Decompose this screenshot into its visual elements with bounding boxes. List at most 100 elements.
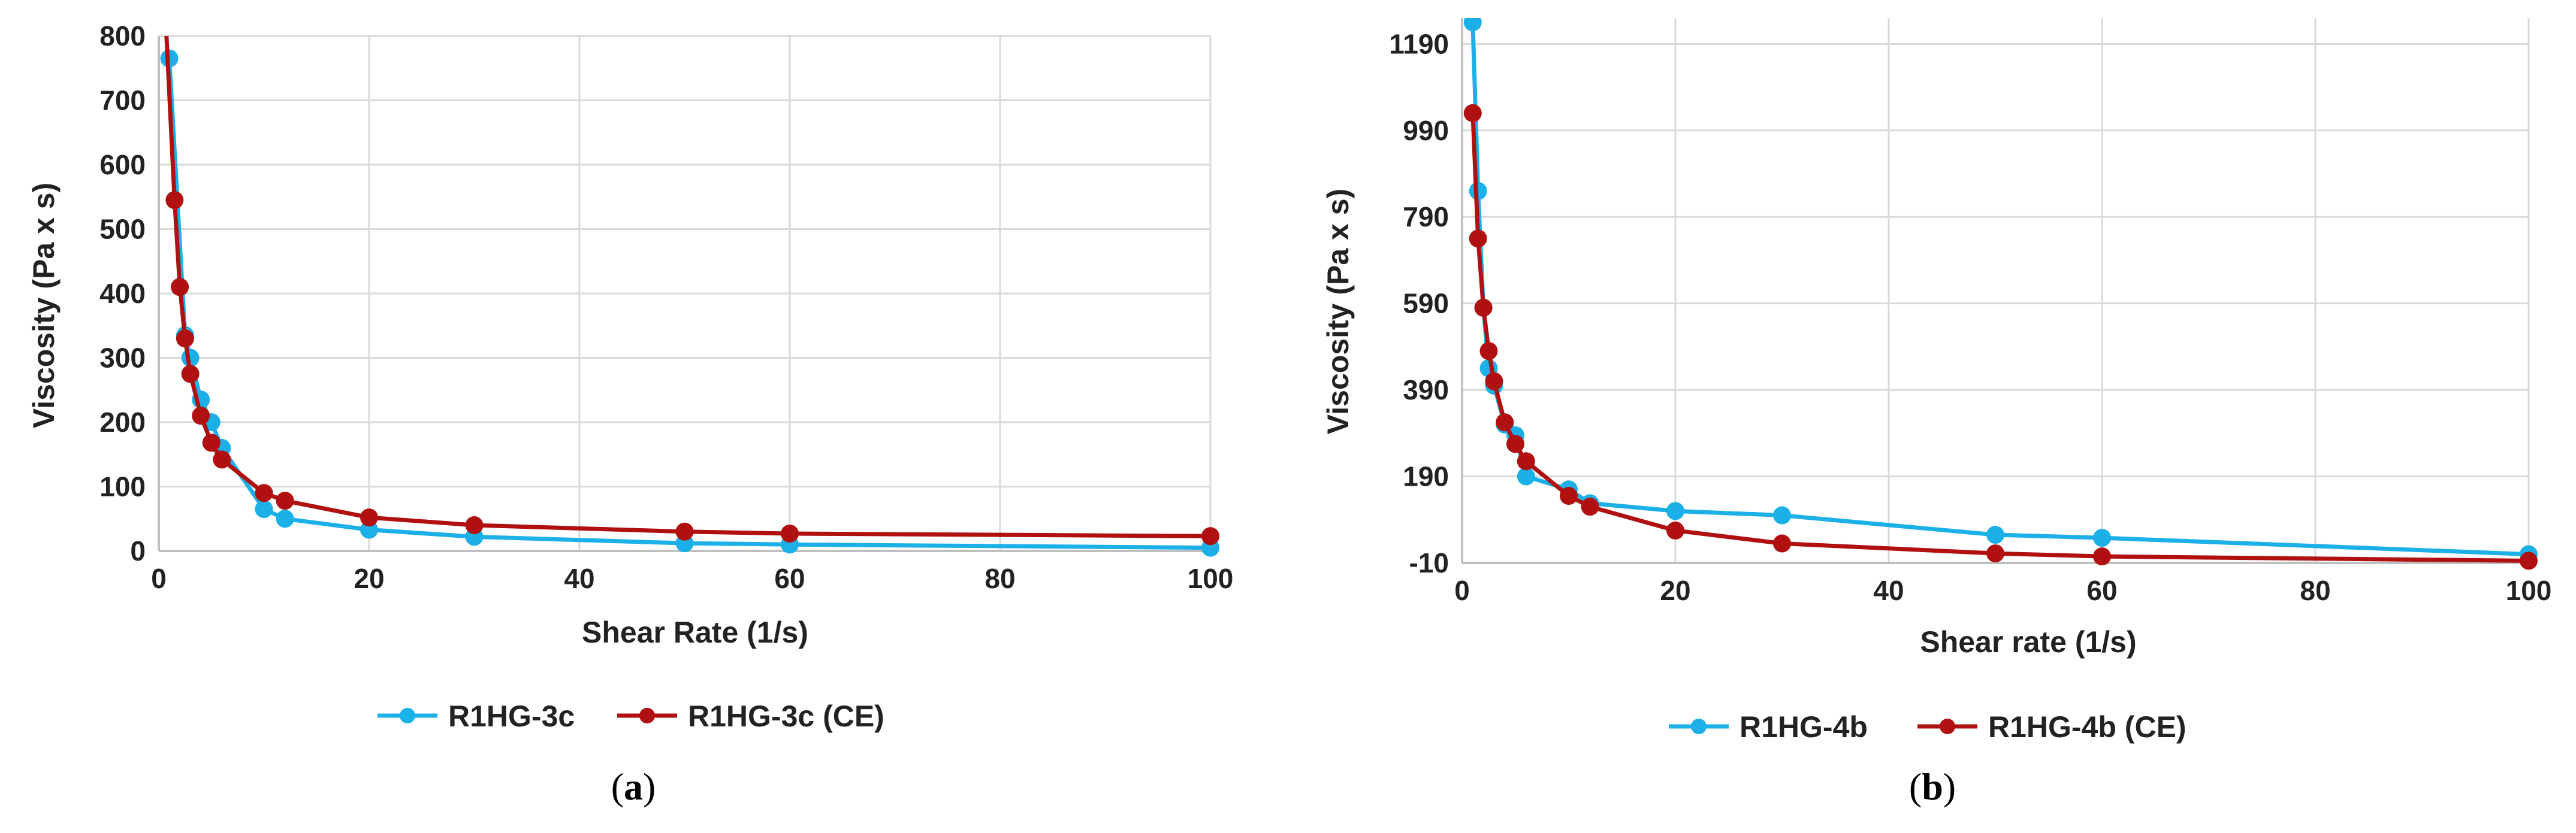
chart-b-series-1-point-4 — [1485, 372, 1503, 390]
chart-b-legend-marker-0 — [1691, 719, 1707, 734]
chart-a-x-tick-5: 100 — [1188, 563, 1234, 594]
chart-b-series-1-point-14 — [2520, 552, 2538, 570]
chart-b: 0 20 40 60 80 100 -10 190 390 590 790 990 1190 Shea… — [1321, 18, 2551, 808]
chart-b-axes — [1461, 18, 2529, 564]
chart-a-legend-marker-0 — [400, 708, 415, 723]
chart-b-x-tick-3: 60 — [2086, 575, 2117, 606]
chart-b-legend-item-1: R1HG-4b (CE) — [1917, 710, 2187, 744]
chart-a-series-1-point-10 — [360, 508, 378, 527]
chart-b-legend: R1HG-4b R1HG-4b (CE) — [1669, 710, 2187, 744]
chart-a-y-tick-5: 500 — [99, 214, 146, 245]
chart-a-legend-item-0: R1HG-3c — [378, 699, 575, 733]
chart-a-xlabel: Shear Rate (1/s) — [582, 616, 808, 649]
chart-a-series-0-point-6 — [255, 500, 273, 519]
chart-a-series-0 — [160, 49, 1219, 557]
chart-a-x-tick-4: 80 — [985, 563, 1015, 594]
chart-b-series-0-point-7 — [1517, 467, 1535, 486]
chart-a-series-1-point-1 — [165, 191, 184, 210]
chart-a-series-1-point-13 — [781, 524, 799, 543]
chart-a: 0 20 40 60 80 100 0 100 200 300 400 500 600 700 800 S… — [27, 20, 1233, 808]
chart-a-legend-label-1: R1HG-3c (CE) — [688, 699, 884, 733]
chart-b-x-tick-0: 0 — [1454, 575, 1470, 606]
chart-a-series-1-point-8 — [255, 484, 273, 502]
chart-a-series-1-point-11 — [465, 516, 484, 534]
chart-b-series-1-point-5 — [1496, 413, 1514, 432]
chart-a-series-1 — [164, 36, 1219, 546]
chart-a-series-1-point-5 — [192, 407, 210, 425]
chart-a-grid — [159, 35, 1212, 551]
chart-b-series-0-point-13 — [2093, 529, 2111, 547]
chart-a-series-0-line — [167, 58, 1211, 550]
chart-b-panel-label: (b) — [1909, 765, 1956, 808]
chart-b-series-0-point-11 — [1773, 506, 1791, 525]
chart-b-y-tick-6: 1190 — [1389, 28, 1449, 59]
chart-b-series-1-point-12 — [1986, 544, 2004, 563]
chart-b-legend-label-1: R1HG-4b (CE) — [1988, 710, 2187, 744]
chart-a-series-0-point-7 — [276, 510, 294, 528]
chart-a-series-1-point-7 — [213, 450, 231, 469]
chart-b-legend-marker-1 — [1940, 719, 1955, 734]
chart-b-x-ticks: 0 20 40 60 80 100 — [1454, 575, 2551, 606]
chart-a-y-tick-7: 700 — [99, 85, 146, 116]
chart-a-legend-marker-1 — [639, 708, 655, 723]
chart-b-series-0 — [1463, 18, 2538, 564]
chart-a-y-tick-0: 0 — [130, 535, 146, 567]
chart-b-y-tick-5: 990 — [1403, 115, 1449, 146]
chart-b-x-tick-4: 80 — [2300, 575, 2330, 606]
chart-b-ylabel: Viscosity (Pa x s) — [1321, 189, 1355, 434]
chart-a-series-1-point-3 — [176, 329, 194, 348]
chart-a-legend-label-0: R1HG-3c — [448, 699, 575, 733]
chart-a-series — [160, 36, 1219, 557]
chart-b-series-1-point-3 — [1479, 342, 1498, 361]
chart-b-series-1-point-2 — [1474, 298, 1493, 317]
chart-a-series-1-point-9 — [276, 492, 294, 510]
chart-b-series-1-line — [1470, 113, 2529, 563]
chart-a-series-1-line — [164, 36, 1211, 538]
chart-b-series — [1463, 18, 2538, 570]
chart-a-legend-item-1: R1HG-3c (CE) — [617, 699, 884, 733]
chart-b-x-tick-5: 100 — [2506, 575, 2552, 606]
chart-b-series-1-point-13 — [2093, 547, 2111, 566]
chart-a-y-tick-1: 100 — [99, 471, 146, 502]
chart-b-x-tick-2: 40 — [1873, 575, 1904, 606]
chart-b-x-tick-1: 20 — [1660, 575, 1690, 606]
chart-b-series-1-point-8 — [1560, 487, 1578, 505]
chart-a-y-tick-4: 400 — [99, 278, 146, 309]
chart-b-series-0-point-0 — [1463, 18, 1482, 32]
chart-a-series-1-point-6 — [202, 434, 221, 452]
chart-b-series-1-point-6 — [1506, 435, 1524, 453]
chart-b-y-tick-2: 390 — [1403, 374, 1449, 405]
chart-b-series-0-point-10 — [1666, 502, 1684, 520]
chart-a-y-tick-6: 600 — [99, 149, 146, 180]
chart-b-series-0-point-12 — [1986, 526, 2004, 544]
chart-a-x-tick-0: 0 — [151, 563, 167, 594]
chart-b-grid — [1462, 18, 2530, 563]
chart-a-y-ticks: 0 100 200 300 400 500 600 700 800 — [99, 20, 146, 567]
chart-b-series-1-point-0 — [1463, 104, 1482, 122]
chart-b-y-tick-1: 190 — [1403, 461, 1449, 492]
chart-a-x-tick-3: 60 — [774, 563, 805, 594]
chart-b-xlabel: Shear rate (1/s) — [1920, 625, 2136, 659]
chart-a-x-tick-2: 40 — [564, 563, 594, 594]
chart-b-series-1-point-1 — [1469, 229, 1487, 248]
chart-a-y-tick-2: 200 — [99, 407, 146, 438]
chart-b-legend-label-0: R1HG-4b — [1740, 710, 1868, 744]
chart-b-series-1 — [1463, 104, 2538, 570]
chart-a-y-tick-8: 800 — [99, 20, 146, 52]
chart-a-y-tick-3: 300 — [99, 343, 146, 374]
chart-a-panel-label: (a) — [611, 765, 656, 808]
chart-b-y-tick-0: -10 — [1409, 547, 1449, 578]
chart-a-x-tick-1: 20 — [354, 563, 384, 594]
chart-b-series-1-point-7 — [1517, 452, 1535, 471]
chart-a-series-1-point-2 — [171, 278, 189, 296]
chart-a-series-1-point-4 — [181, 365, 200, 383]
chart-a-x-ticks: 0 20 40 60 80 100 — [151, 563, 1233, 594]
chart-b-series-1-point-9 — [1581, 498, 1599, 516]
chart-b-series-1-point-11 — [1773, 534, 1791, 553]
chart-a-series-1-point-14 — [1201, 527, 1219, 546]
chart-b-series-0-line — [1470, 22, 2529, 557]
chart-a-ylabel: Viscosity (Pa x s) — [27, 183, 61, 428]
chart-a-legend: R1HG-3c R1HG-3c (CE) — [378, 699, 884, 733]
chart-a-series-1-point-12 — [675, 522, 694, 541]
